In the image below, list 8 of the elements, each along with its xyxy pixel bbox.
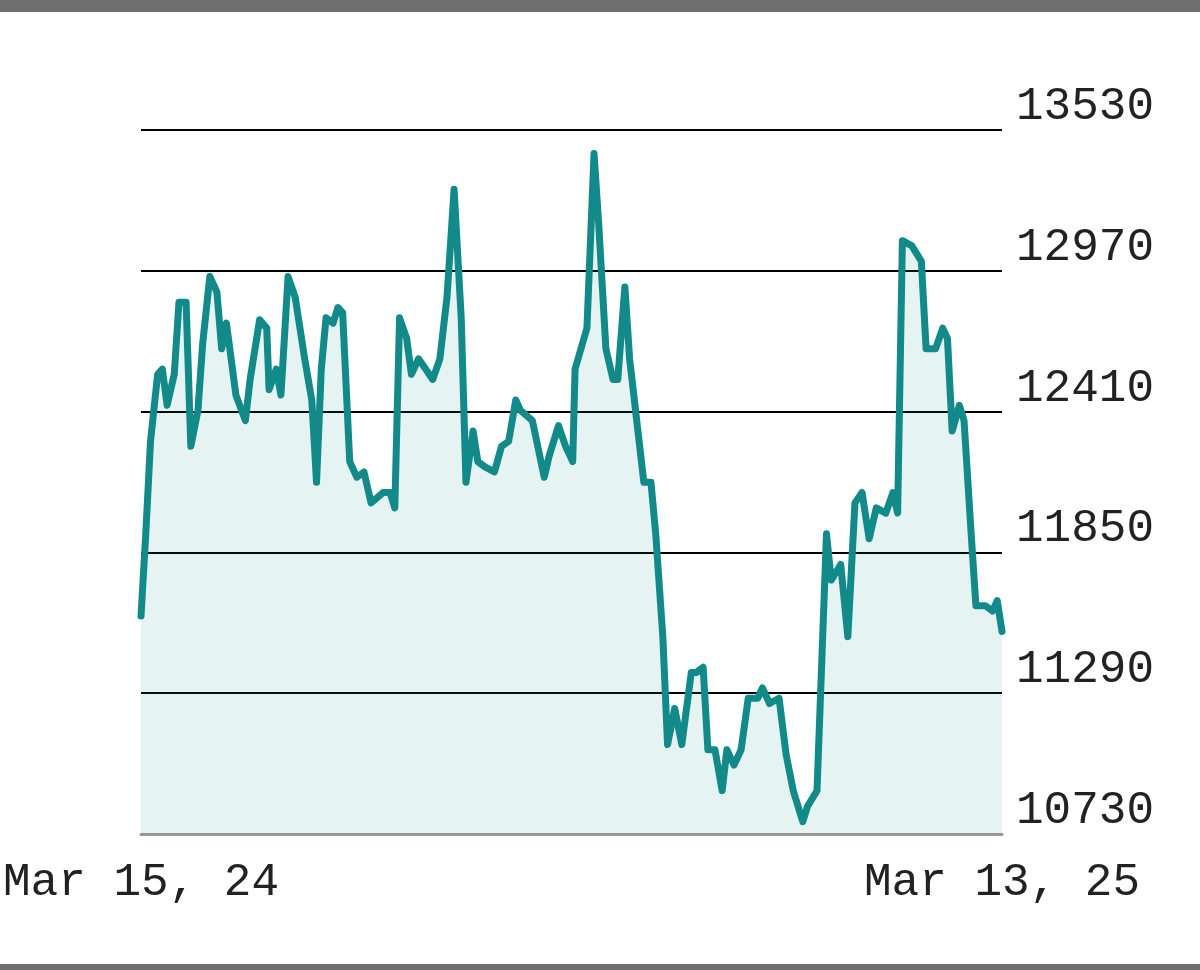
y-tick-label: 12410 [1016,362,1155,415]
x-tick-label: Mar 15, 24 [3,857,280,909]
y-tick-label: 11850 [1016,503,1155,556]
x-tick-label: Mar 13, 25 [863,857,1141,909]
y-tick-label: 10730 [1016,785,1155,837]
y-tick-label: 13530 [1016,81,1155,133]
y-tick-label: 12970 [1016,221,1155,274]
y-tick-label: 11290 [1016,644,1155,697]
